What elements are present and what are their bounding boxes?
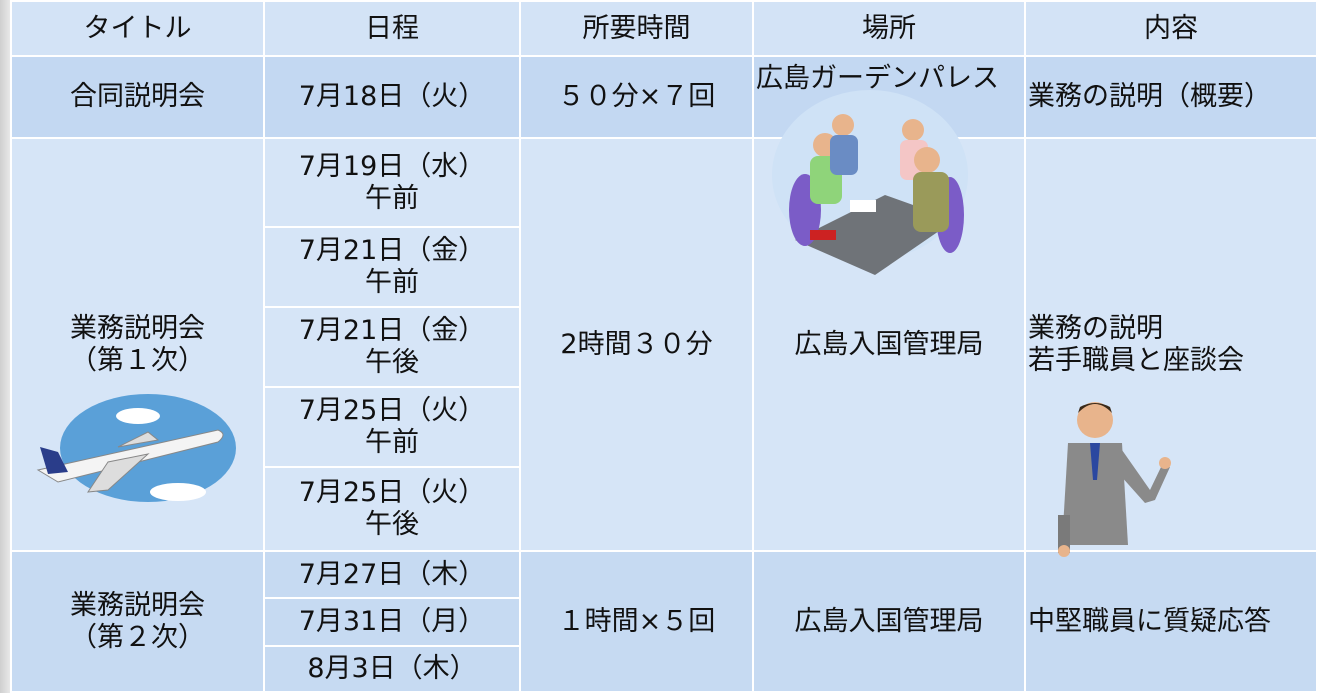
content-cell: 業務の説明（概要） [1024,55,1318,139]
duration-cell: 2時間３０分 [519,137,754,552]
schedule-cell: 7月25日（火） 午後 [263,466,521,552]
table-row: 8月3日（木） [11,645,1317,693]
table-row: 7月25日（火） 午前 [11,386,1317,468]
schedule-time: 午前 [365,182,419,214]
cell-line: 若手職員と座談会 [1028,344,1244,376]
table-row: 7月21日（金） 午前 [11,226,1317,308]
place-cell: 広島入国管理局 [752,137,1026,552]
header-cell: 内容 [1024,0,1318,57]
schedule-date: 7月25日（火） [298,477,486,509]
schedule-date: 7月21日（金） [298,315,486,347]
content-cell: 中堅職員に質疑応答 [1024,550,1318,693]
header-cell: 日程 [263,0,521,57]
schedule-time: 午後 [365,509,419,540]
schedule-cell: 7月19日（水） 午前 [263,137,521,228]
header-cell: 場所 [752,0,1026,57]
duration-cell: １時間×５回 [519,550,754,693]
cell-line: （第１次） [70,344,205,376]
content-cell: 業務の説明 若手職員と座談会 [1024,137,1318,552]
place-cell: 広島入国管理局 [752,550,1026,693]
schedule-cell: 7月21日（金） 午前 [263,226,521,308]
table-row: 7月21日（金） 午後 [11,306,1317,388]
schedule-date: 8月3日（木） [307,653,477,685]
schedule-date: 7月21日（金） [298,235,486,267]
schedule-date: 7月19日（水） [298,150,486,182]
table-row: 7月31日（月） [11,597,1317,647]
cell-line: 合同説明会 [70,81,205,113]
cell-line: 業務の説明（概要） [1028,81,1271,113]
schedule-date: 7月18日（火） [298,81,486,113]
schedule-cell: 8月3日（木） [263,645,521,693]
place-cell: 広島ガーデンパレス [752,55,1026,139]
table-body: 合同説明会 7月18日（火） ５０分×７回 広島ガーデンパレス 業務の説明（概要） 業務説… [10,55,1318,693]
schedule-date: 7月27日（木） [298,558,486,590]
table-row: 業務説明会 （第２次） 7月27日（木） １時間×５回 広島入国管理局 中堅職員に質疑応答 [10,550,1318,693]
title-cell: 業務説明会 （第２次） [10,550,265,693]
schedule-cell: 7月31日（月） [263,597,521,647]
title-cell: 業務説明会 （第１次） [10,137,265,552]
schedule-time: 午前 [365,427,419,458]
header-cell: 所要時間 [519,0,754,57]
schedule-table: タイトル 日程 所要時間 場所 内容 合同説明会 7月18日（火） ５０分×７回 広島ガーデン… [10,0,1318,693]
schedule-cell: 7月27日（木） [263,550,521,599]
schedule-time: 午後 [365,347,419,378]
schedule-cell: 7月18日（火） [263,55,521,139]
cell-line: 業務説明会 [70,589,205,621]
table-row: 合同説明会 7月18日（火） ５０分×７回 広島ガーデンパレス 業務の説明（概要） [10,55,1318,139]
duration-cell: ５０分×７回 [519,55,754,139]
title-cell: 合同説明会 [10,55,265,139]
header-row: タイトル 日程 所要時間 場所 内容 [10,0,1318,57]
table-row: 7月25日（火） 午後 [11,466,1317,552]
schedule-cell: 7月21日（金） 午後 [263,306,521,388]
schedule-time: 午前 [365,267,419,298]
cell-line: 業務の説明 [1028,312,1163,344]
header-cell: タイトル [10,0,265,57]
cell-line: 業務説明会 [70,312,205,344]
schedule-cell: 7月25日（火） 午前 [263,386,521,468]
schedule-date: 7月25日（火） [298,395,486,427]
cell-line: （第２次） [70,621,205,653]
schedule-date: 7月31日（月） [298,606,486,638]
table-row: 業務説明会 （第１次） 7月19日（水） 午前 2時間３０分 広島入国管理局 業務の説明 若手… [10,137,1318,552]
cell-line: 中堅職員に質疑応答 [1028,605,1271,637]
